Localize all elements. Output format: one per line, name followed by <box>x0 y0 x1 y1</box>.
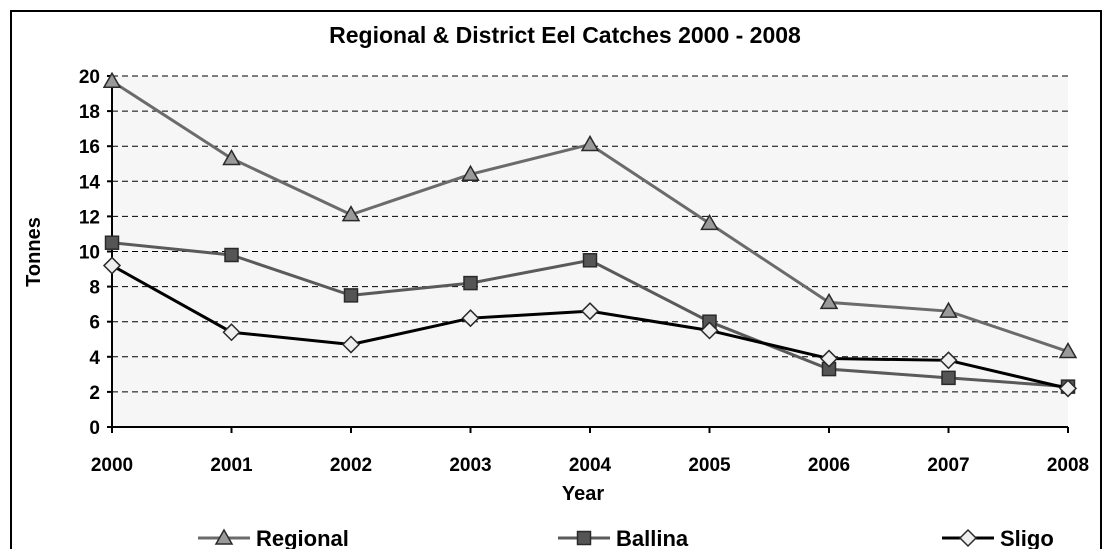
y-axis-label: Tonnes <box>23 217 45 287</box>
data-point-ballina <box>104 235 120 250</box>
data-point-sligo <box>939 351 958 370</box>
x-tick-label: 2005 <box>688 455 731 476</box>
y-tick-label: 2 <box>89 383 100 404</box>
x-tick-label: 2003 <box>449 455 491 476</box>
data-point-regional <box>939 301 958 318</box>
series-sligo <box>102 256 1078 398</box>
series-regional <box>102 71 1078 359</box>
data-point-ballina <box>463 275 478 291</box>
y-tick-label: 18 <box>79 102 100 123</box>
chart-frame: Regional & District Eel Catches 2000 - 2… <box>10 10 1102 551</box>
series-ballina <box>104 235 1076 394</box>
data-point-ballina <box>224 247 239 263</box>
y-tick-label: 4 <box>89 348 100 369</box>
y-tick-label: 8 <box>89 278 100 299</box>
data-point-sligo <box>819 349 839 368</box>
axes: 0 2 4 6 8 10 12 14 16 18 20 2000 2001 2002 2003 2004 200… <box>79 67 1089 476</box>
x-tick-label: 2001 <box>210 455 253 476</box>
series <box>102 71 1078 398</box>
legend-marker-regional <box>214 528 234 545</box>
data-point-regional <box>102 71 122 89</box>
legend-item-sligo: Sligo <box>942 526 1054 551</box>
legend-marker-ballina <box>576 530 592 546</box>
data-point-regional <box>461 164 480 182</box>
data-point-ballina <box>343 288 359 303</box>
x-tick-label: 2006 <box>808 455 850 476</box>
y-tick-label: 16 <box>79 137 100 158</box>
data-point-sligo <box>341 335 361 354</box>
y-tick-label: 6 <box>89 313 100 334</box>
y-tick-label: 12 <box>79 207 100 228</box>
plot-area <box>112 76 1068 427</box>
legend-label-sligo: Sligo <box>1000 526 1054 549</box>
data-point-sligo <box>461 309 480 328</box>
data-point-regional <box>819 292 839 310</box>
legend-item-ballina: Ballina <box>558 526 689 551</box>
y-tick-label: 20 <box>79 67 100 88</box>
x-tick-label: 2004 <box>569 455 612 476</box>
data-point-regional <box>580 134 600 152</box>
y-tick-label: 0 <box>89 418 100 439</box>
data-point-ballina <box>582 253 598 268</box>
data-point-sligo <box>222 323 241 342</box>
legend-marker-sligo <box>958 528 978 548</box>
x-tick-label: 2002 <box>330 455 372 476</box>
data-point-sligo <box>700 321 719 340</box>
legend-label-regional: Regional <box>256 526 349 549</box>
x-tick-label: 2000 <box>91 455 133 476</box>
x-axis-label: Year <box>562 483 604 505</box>
legend-label-ballina: Ballina <box>616 526 689 549</box>
data-point-regional <box>222 148 241 166</box>
data-point-regional <box>700 213 719 231</box>
data-point-sligo <box>580 302 600 321</box>
data-point-regional <box>341 205 361 222</box>
y-tick-label: 10 <box>79 243 100 264</box>
legend: Regional Ballina Sligo <box>198 526 1054 551</box>
data-point-sligo <box>102 256 122 275</box>
y-tick-label: 14 <box>79 172 101 193</box>
legend-item-regional: Regional <box>198 526 349 551</box>
data-point-sligo <box>1058 379 1078 398</box>
data-point-ballina <box>941 370 956 386</box>
data-point-regional <box>1058 342 1078 359</box>
chart-title: Regional & District Eel Catches 2000 - 2… <box>329 22 801 48</box>
x-tick-label: 2008 <box>1047 455 1089 476</box>
x-tick-label: 2007 <box>927 455 969 476</box>
line-chart: Regional & District Eel Catches 2000 - 2… <box>23 22 1089 551</box>
